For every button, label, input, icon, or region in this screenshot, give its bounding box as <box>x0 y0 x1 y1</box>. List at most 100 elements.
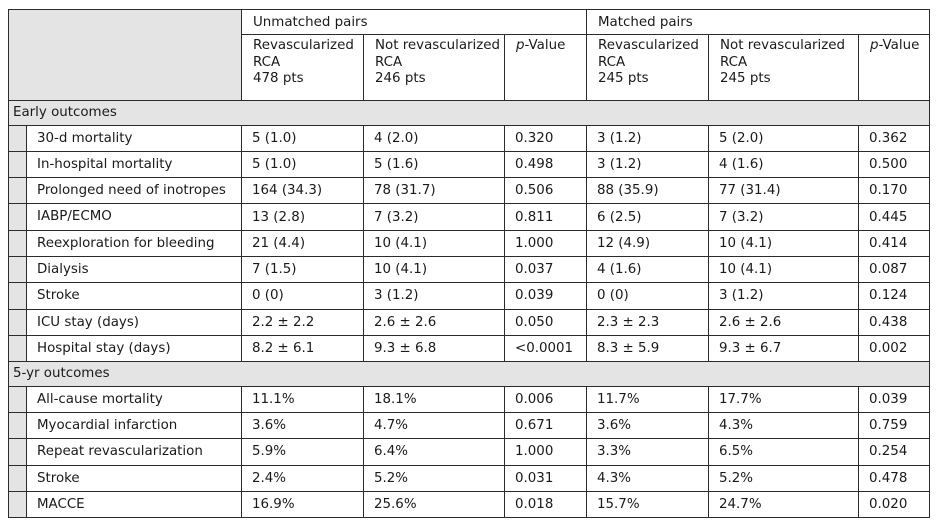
outcomes-table: Unmatched pairs Matched pairs Revascular… <box>8 9 930 519</box>
value-cell: 4 (1.6) <box>586 255 709 284</box>
p-value-cell: 0.671 <box>504 411 587 440</box>
p-value-cell: 0.506 <box>504 177 587 205</box>
row-label-cell: All-cause mortality <box>8 385 242 413</box>
section-header-row: Early outcomes <box>8 100 930 126</box>
row-label: Stroke <box>26 466 241 491</box>
p-value-cell: 0.414 <box>858 229 930 257</box>
value-cell: 10 (4.1) <box>708 229 859 257</box>
value-cell: 77 (31.4) <box>708 177 859 205</box>
p-value-cell: 0.018 <box>504 490 587 519</box>
row-label: All-cause mortality <box>26 387 241 412</box>
value-cell: 4 (1.6) <box>708 150 859 179</box>
row-label: ICU stay (days) <box>26 310 241 335</box>
value-cell: 18.1% <box>363 385 505 413</box>
p-value-cell: 0.320 <box>504 124 587 152</box>
row-label-cell: Stroke <box>8 282 242 310</box>
p-value-cell: 0.500 <box>858 150 930 179</box>
value-cell: 13 (2.8) <box>241 203 364 231</box>
row-label: Repeat revascularization <box>26 439 241 465</box>
value-cell: 2.2 ± 2.2 <box>241 308 364 336</box>
row-label-cell: In-hospital mortality <box>8 150 242 179</box>
value-cell: 2.3 ± 2.3 <box>586 308 709 336</box>
row-label-cell: Repeat revascularization <box>8 438 242 466</box>
group-header-unmatched: Unmatched pairs <box>241 9 587 35</box>
row-label: Hospital stay (days) <box>26 336 241 361</box>
subheader-line: RCA <box>720 54 748 70</box>
value-cell: 21 (4.4) <box>241 229 364 257</box>
subheader-line: 245 pts <box>598 71 649 86</box>
row-label: Reexploration for bleeding <box>26 231 241 256</box>
value-cell: 15.7% <box>586 490 709 519</box>
subheader-unmatched-revascularized: Revascularized RCA 478 pts <box>241 34 364 101</box>
row-label-cell: Myocardial infarction <box>8 411 242 440</box>
value-cell: 10 (4.1) <box>363 229 505 257</box>
p-value-cell: 0.006 <box>504 385 587 413</box>
p-value-cell: 1.000 <box>504 229 587 257</box>
p-italic: p <box>516 38 525 53</box>
value-cell: 5 (1.0) <box>241 124 364 152</box>
table-row: All-cause mortality 11.1% 18.1% 0.006 11.7% 1… <box>8 385 930 413</box>
value-cell: 7 (3.2) <box>708 203 859 231</box>
header-subcolumn-row: Revascularized RCA 478 pts Not revascula… <box>9 34 930 101</box>
row-label-cell: IABP/ECMO <box>8 203 242 231</box>
value-cell: 0 (0) <box>241 282 364 310</box>
p-value-cell: 0.362 <box>858 124 930 152</box>
p-value-cell: 0.478 <box>858 464 930 492</box>
row-label-cell: Reexploration for bleeding <box>8 229 242 257</box>
value-cell: 4.3% <box>708 411 859 440</box>
value-cell: 10 (4.1) <box>363 255 505 284</box>
table-row: Prolonged need of inotropes 164 (34.3) 78 … <box>8 177 930 205</box>
row-label-cell: 30-d mortality <box>8 124 242 152</box>
value-cell: 5.9% <box>241 438 364 466</box>
p-value-cell: 0.759 <box>858 411 930 440</box>
subheader-line: 245 pts <box>720 71 771 86</box>
value-cell: 4.3% <box>586 464 709 492</box>
value-cell: 5 (2.0) <box>708 124 859 152</box>
p-value-cell: 0.811 <box>504 203 587 231</box>
table-row: IABP/ECMO 13 (2.8) 7 (3.2) 0.811 6 (2.5) 7 (3… <box>8 203 930 231</box>
value-cell: 11.7% <box>586 385 709 413</box>
subheader-line: Not revascularized <box>720 38 846 53</box>
row-label: Myocardial infarction <box>26 413 241 438</box>
table-row: Stroke 0 (0) 3 (1.2) 0.039 0 (0) 3 (1.2) 0.124 <box>8 282 930 310</box>
p-value-cell: 0.039 <box>504 282 587 310</box>
value-cell: 3.3% <box>586 438 709 466</box>
p-value-cell: 0.002 <box>858 334 930 363</box>
subheader-line: 478 pts <box>253 71 304 86</box>
value-cell: 11.1% <box>241 385 364 413</box>
row-label-cell: MACCE <box>8 490 242 519</box>
row-label-cell: Stroke <box>8 464 242 492</box>
value-cell: 88 (35.9) <box>586 177 709 205</box>
value-cell: 6 (2.5) <box>586 203 709 231</box>
table-row: Stroke 2.4% 5.2% 0.031 4.3% 5.2% 0.478 <box>8 464 930 492</box>
value-cell: 9.3 ± 6.8 <box>363 334 505 363</box>
value-cell: 0 (0) <box>586 282 709 310</box>
subheader-line: RCA <box>375 54 403 70</box>
value-cell: 3.6% <box>241 411 364 440</box>
subheader-line: RCA <box>253 54 281 70</box>
row-label-cell: ICU stay (days) <box>8 308 242 336</box>
subheader-line: RCA <box>598 54 626 70</box>
value-cell: 7 (3.2) <box>363 203 505 231</box>
p-value-cell: 0.037 <box>504 255 587 284</box>
value-cell: 10 (4.1) <box>708 255 859 284</box>
value-cell: 16.9% <box>241 490 364 519</box>
table-row: MACCE 16.9% 25.6% 0.018 15.7% 24.7% 0.020 <box>8 490 930 519</box>
header-group-row: Unmatched pairs Matched pairs <box>8 9 930 101</box>
value-cell: 17.7% <box>708 385 859 413</box>
row-label-cell: Prolonged need of inotropes <box>8 177 242 205</box>
p-value-cell: 0.020 <box>858 490 930 519</box>
p-italic: p <box>870 38 879 53</box>
p-value-cell: 0.445 <box>858 203 930 231</box>
p-value-cell: 0.170 <box>858 177 930 205</box>
row-label: 30-d mortality <box>26 126 241 151</box>
row-label: Stroke <box>26 283 241 309</box>
value-cell: 5 (1.6) <box>363 150 505 179</box>
section-title: Early outcomes <box>8 100 930 126</box>
value-cell: 5.2% <box>363 464 505 492</box>
value-cell: 4.7% <box>363 411 505 440</box>
p-value-cell: 0.254 <box>858 438 930 466</box>
value-cell: 25.6% <box>363 490 505 519</box>
subheader-line: Revascularized <box>598 38 699 53</box>
p-value-cell: 0.031 <box>504 464 587 492</box>
